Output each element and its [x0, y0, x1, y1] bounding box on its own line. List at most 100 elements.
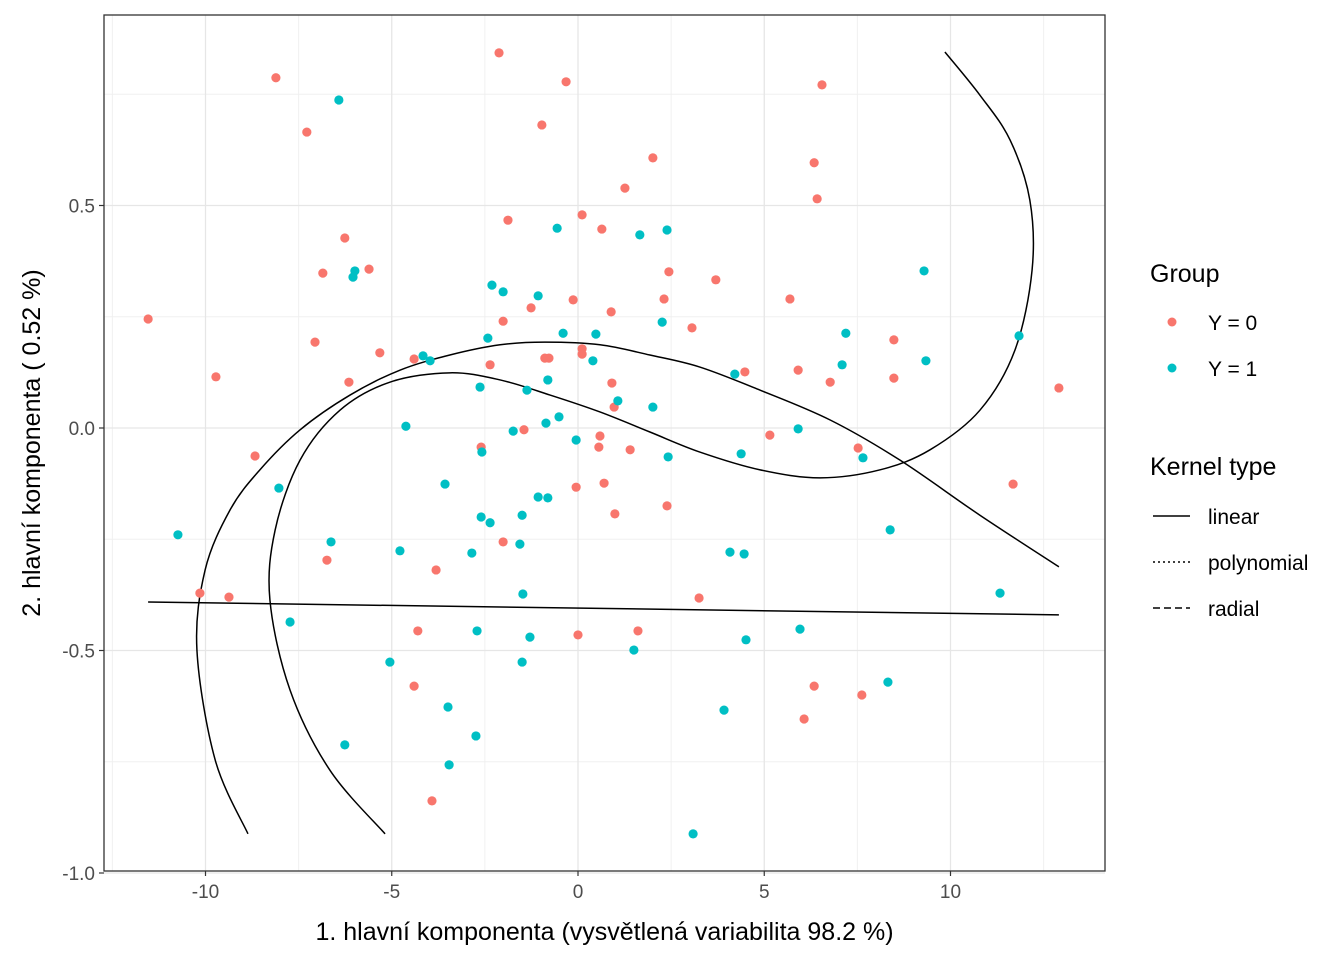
data-points: [143, 48, 1064, 839]
point-y0: [648, 153, 658, 163]
point-y0: [577, 349, 587, 359]
point-y1: [613, 396, 623, 406]
point-y0: [817, 80, 827, 90]
point-y1: [662, 225, 672, 235]
point-y0: [694, 593, 704, 603]
y-tick-label: -1.0: [62, 864, 95, 885]
point-y0: [573, 630, 583, 640]
point-y0: [633, 626, 643, 636]
legend-kernel: Kernel type linear polynomial radial: [1150, 453, 1308, 621]
point-y1: [467, 548, 477, 558]
point-y0: [526, 303, 536, 313]
point-y0: [318, 268, 328, 278]
boundary-polynomial: [195, 341, 1060, 835]
point-y0: [537, 120, 547, 130]
point-y0: [250, 451, 260, 461]
point-y1: [472, 626, 482, 636]
point-y1: [591, 329, 601, 339]
point-y0: [812, 194, 822, 204]
point-y1: [657, 317, 667, 327]
point-y1: [648, 402, 658, 412]
axis-ticks: -10 -5 0 5 10 -1.0 -0.5 0.0 0.5: [62, 197, 961, 904]
point-y1: [793, 424, 803, 434]
point-y0: [271, 73, 281, 83]
point-y1: [487, 280, 497, 290]
point-y1: [485, 518, 495, 528]
legend-label-polynomial: polynomial: [1208, 552, 1308, 575]
point-y0: [664, 267, 674, 277]
point-y0: [224, 592, 234, 602]
point-y1: [173, 530, 183, 540]
point-y0: [413, 626, 423, 636]
point-y1: [629, 645, 639, 655]
point-y1: [475, 382, 485, 392]
point-y0: [519, 425, 529, 435]
point-y0: [595, 431, 605, 441]
point-y1: [498, 287, 508, 297]
x-tick-label: -5: [383, 882, 400, 903]
point-y1: [885, 525, 895, 535]
point-y0: [599, 478, 609, 488]
point-y1: [471, 731, 481, 741]
point-y1: [739, 549, 749, 559]
point-y0: [597, 224, 607, 234]
point-y1: [554, 412, 564, 422]
point-y1: [883, 677, 893, 687]
point-y0: [195, 588, 205, 598]
point-y1: [921, 356, 931, 366]
point-y1: [725, 547, 735, 557]
x-tick-label: 0: [573, 882, 584, 903]
point-y1: [444, 760, 454, 770]
point-y0: [889, 335, 899, 345]
point-y1: [385, 657, 395, 667]
point-y0: [143, 314, 153, 324]
point-y1: [517, 510, 527, 520]
legend-swatch-y1: [1167, 363, 1177, 373]
point-y1: [395, 546, 405, 556]
point-y1: [483, 333, 493, 343]
point-y0: [740, 367, 750, 377]
point-y1: [533, 492, 543, 502]
point-y1: [736, 449, 746, 459]
point-y1: [440, 479, 450, 489]
point-y1: [858, 453, 868, 463]
point-y0: [1054, 383, 1064, 393]
x-axis-title: 1. hlavní komponenta (vysvětlená variabi…: [315, 918, 893, 946]
point-y1: [515, 539, 525, 549]
point-y1: [543, 493, 553, 503]
point-y0: [322, 555, 332, 565]
y-tick-label: -0.5: [62, 642, 95, 663]
point-y0: [1008, 479, 1018, 489]
point-y1: [418, 351, 428, 361]
point-y1: [543, 375, 553, 385]
legend-label-radial: radial: [1208, 598, 1259, 621]
point-y0: [310, 337, 320, 347]
point-y0: [498, 537, 508, 547]
point-y0: [485, 360, 495, 370]
y-tick-label: 0.0: [69, 419, 95, 440]
point-y1: [401, 421, 411, 431]
decision-boundaries: [148, 51, 1060, 835]
point-y0: [503, 215, 513, 225]
y-tick-label: 0.5: [69, 197, 95, 218]
point-y1: [635, 230, 645, 240]
point-y1: [730, 369, 740, 379]
point-y0: [498, 316, 508, 326]
point-y1: [340, 740, 350, 750]
point-y0: [711, 275, 721, 285]
point-y0: [799, 714, 809, 724]
point-y0: [364, 264, 374, 274]
point-y1: [477, 447, 487, 457]
point-y1: [274, 483, 284, 493]
point-y1: [588, 356, 598, 366]
point-y1: [837, 360, 847, 370]
point-y1: [525, 632, 535, 642]
point-y0: [809, 681, 819, 691]
point-y0: [544, 353, 554, 363]
point-y0: [687, 323, 697, 333]
legend-group-title: Group: [1150, 260, 1219, 288]
point-y0: [494, 48, 504, 58]
point-y0: [340, 233, 350, 243]
legend-group: Group Y = 0 Y = 1: [1150, 260, 1257, 381]
